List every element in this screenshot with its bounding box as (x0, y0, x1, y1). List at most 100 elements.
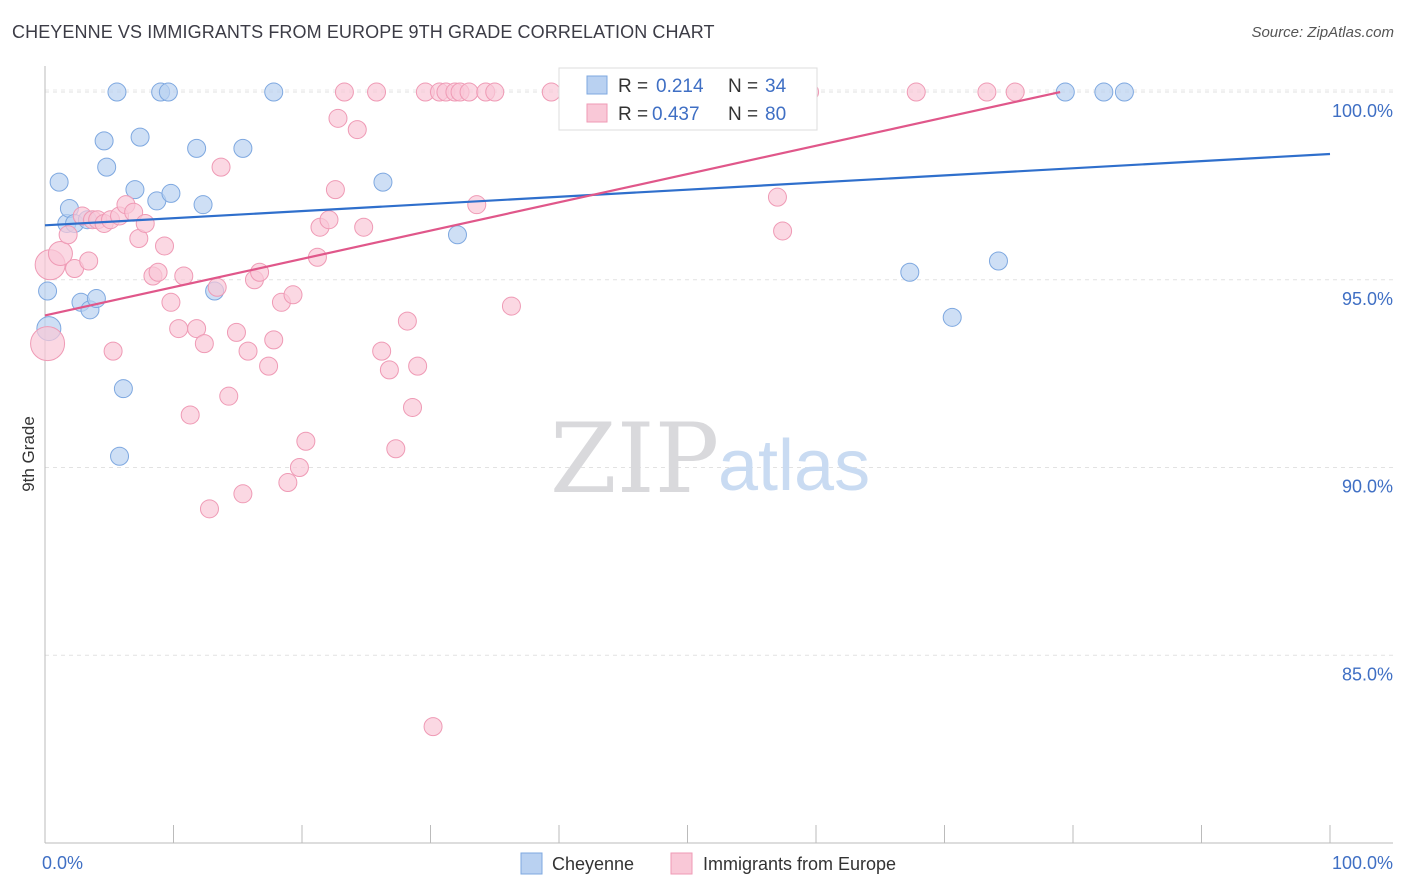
point-europe-44 (319, 210, 339, 230)
point-cheyenne-10 (94, 131, 114, 151)
point-europe-79 (1005, 82, 1025, 102)
legend: R = 0.214 N = 34 R = 0.437 N = 80 (558, 67, 818, 131)
point-cheyenne-28 (900, 262, 920, 282)
y-tick-label-2: 90.0% (1342, 477, 1393, 497)
point-europe-51 (372, 341, 392, 361)
point-europe-63 (459, 82, 479, 102)
point-cheyenne-33 (1114, 82, 1134, 102)
point-cheyenne-22 (193, 195, 213, 215)
point-europe-68 (541, 82, 561, 102)
watermark: ZIP atlas (550, 403, 870, 515)
point-europe-23 (180, 405, 200, 425)
source-credit: Source: ZipAtlas.com (1251, 24, 1394, 41)
trend-line-europe (44, 90, 1061, 317)
point-europe-46 (328, 108, 348, 128)
legend-r-value-europe: 0.437 (652, 104, 700, 125)
point-europe-55 (403, 397, 423, 417)
point-europe-3 (58, 225, 78, 245)
point-europe-52 (379, 360, 399, 380)
point-europe-30 (226, 322, 246, 342)
point-europe-20 (161, 292, 181, 312)
point-cheyenne-32 (1094, 82, 1114, 102)
point-europe-27 (207, 277, 227, 297)
y-tick-labels: 100.0% 95.0% 90.0% 85.0% (1332, 101, 1393, 684)
point-europe-41 (296, 431, 316, 451)
point-europe-32 (238, 341, 258, 361)
point-cheyenne-20 (161, 183, 181, 203)
point-europe-50 (367, 82, 387, 102)
point-cheyenne-14 (113, 379, 133, 399)
point-europe-24 (187, 319, 207, 339)
x-tick-label-max: 100.0% (1332, 853, 1393, 873)
bottom-legend: Cheyenne Immigrants from Europe (520, 852, 896, 875)
y-tick-label-1: 95.0% (1342, 289, 1393, 309)
legend-r-label-europe: R = (618, 104, 648, 125)
point-cheyenne-13 (110, 446, 130, 466)
point-europe-76 (773, 221, 793, 241)
point-europe-58 (423, 717, 443, 737)
point-cheyenne-24 (233, 138, 253, 158)
point-cheyenne-1 (38, 281, 58, 301)
legend-swatch-europe (586, 103, 608, 123)
point-europe-19 (155, 236, 175, 256)
point-europe-18 (148, 262, 168, 282)
legend-r-value-cheyenne: 0.214 (656, 76, 704, 97)
legend-swatch-cheyenne (586, 75, 608, 95)
point-europe-0 (30, 326, 66, 362)
bottom-legend-swatch-europe (670, 852, 693, 875)
point-europe-22 (174, 266, 194, 286)
point-cheyenne-21 (187, 138, 207, 158)
data-points (30, 82, 1134, 737)
point-europe-39 (283, 285, 303, 305)
axes (44, 66, 1393, 844)
grid-lines (45, 89, 1393, 656)
point-europe-29 (219, 386, 239, 406)
legend-n-value-europe: 80 (765, 104, 786, 125)
point-europe-56 (408, 356, 428, 376)
legend-n-label-europe: N = (728, 104, 758, 125)
point-cheyenne-15 (125, 180, 145, 200)
point-europe-25 (194, 334, 214, 354)
point-europe-45 (325, 180, 345, 200)
point-europe-11 (103, 341, 123, 361)
point-cheyenne-11 (97, 157, 117, 177)
y-tick-label-0: 100.0% (1332, 101, 1393, 121)
trend-lines (44, 90, 1331, 317)
bottom-legend-label-cheyenne: Cheyenne (552, 854, 634, 874)
point-cheyenne-25 (264, 82, 284, 102)
y-axis-label: 9th Grade (19, 416, 38, 492)
x-tick-label-min: 0.0% (42, 853, 83, 873)
y-tick-label-3: 85.0% (1342, 664, 1393, 684)
bottom-legend-swatch-cheyenne (520, 852, 543, 875)
point-europe-21 (169, 319, 189, 339)
point-europe-47 (334, 82, 354, 102)
point-europe-48 (347, 120, 367, 140)
point-cheyenne-27 (447, 225, 467, 245)
point-europe-2 (47, 240, 73, 266)
point-cheyenne-30 (988, 251, 1008, 271)
watermark-zip: ZIP (550, 403, 719, 515)
point-cheyenne-12 (107, 82, 127, 102)
watermark-atlas: atlas (718, 426, 870, 506)
point-europe-54 (397, 311, 417, 331)
point-cheyenne-29 (942, 307, 962, 327)
point-europe-40 (289, 458, 309, 478)
point-cheyenne-2 (49, 172, 69, 192)
point-europe-64 (467, 195, 487, 215)
chart-title: CHEYENNE VS IMMIGRANTS FROM EUROPE 9TH G… (12, 22, 715, 42)
point-cheyenne-26 (373, 172, 393, 192)
point-europe-28 (211, 157, 231, 177)
trend-line-cheyenne (44, 152, 1331, 227)
point-europe-66 (485, 82, 505, 102)
point-cheyenne-16 (130, 127, 150, 147)
point-cheyenne-19 (158, 82, 178, 102)
point-europe-49 (354, 217, 374, 237)
bottom-legend-label-europe: Immigrants from Europe (703, 854, 896, 874)
point-europe-78 (977, 82, 997, 102)
legend-r-label-cheyenne: R = (618, 76, 648, 97)
point-europe-31 (233, 484, 253, 504)
point-europe-67 (501, 296, 521, 316)
point-europe-36 (264, 330, 284, 350)
point-europe-16 (135, 213, 155, 233)
point-europe-35 (259, 356, 279, 376)
